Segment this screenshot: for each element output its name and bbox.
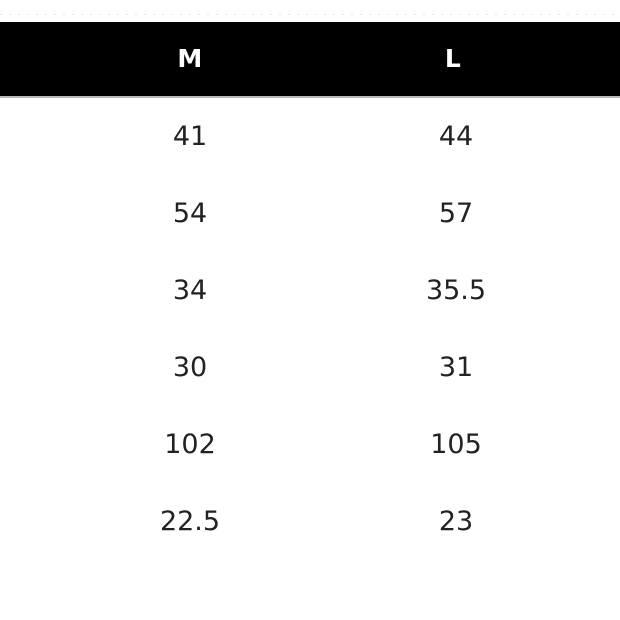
cell-l: 31 — [438, 352, 474, 383]
column-header-l: L — [444, 44, 462, 73]
top-divider — [0, 14, 620, 15]
table-row: 34 35.5 — [0, 252, 620, 329]
cell-l: 57 — [438, 198, 474, 229]
table-body: 41 44 54 57 34 35.5 30 31 102 105 22.5 2… — [0, 98, 620, 560]
cell-l: 23 — [438, 506, 474, 537]
cell-l: 35.5 — [425, 275, 487, 306]
table-header: M L — [0, 22, 620, 96]
cell-l: 105 — [430, 429, 482, 460]
header-underline — [0, 96, 620, 98]
cell-m: 30 — [172, 352, 208, 383]
cell-m: 34 — [172, 275, 208, 306]
cell-m: 41 — [172, 121, 208, 152]
table-header-row: M L — [0, 22, 620, 96]
table-row: 102 105 — [0, 406, 620, 483]
cell-m: 22.5 — [159, 506, 221, 537]
cell-m: 54 — [172, 198, 208, 229]
table-row: 22.5 23 — [0, 483, 620, 560]
cell-m: 102 — [164, 429, 216, 460]
table-row: 30 31 — [0, 329, 620, 406]
column-header-m: M — [177, 44, 203, 73]
cell-l: 44 — [438, 121, 474, 152]
table-row: 54 57 — [0, 175, 620, 252]
table-row: 41 44 — [0, 98, 620, 175]
